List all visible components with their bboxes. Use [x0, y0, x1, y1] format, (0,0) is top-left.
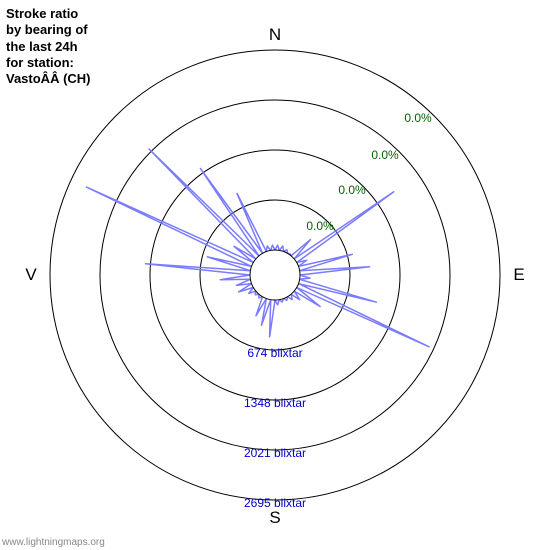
center-circle: [250, 250, 300, 300]
chart-title: Stroke ratio by bearing of the last 24h …: [6, 6, 91, 87]
direction-label: N: [269, 25, 281, 45]
count-label: 1348 blixtar: [244, 396, 306, 410]
count-label: 2021 blixtar: [244, 446, 306, 460]
direction-label: S: [269, 508, 280, 528]
rose-outline: [87, 149, 430, 347]
percent-label: 0.0%: [338, 183, 365, 197]
percent-label: 0.0%: [371, 148, 398, 162]
direction-label: E: [513, 265, 524, 285]
count-label: 674 blixtar: [247, 346, 302, 360]
rose-polygon: [87, 149, 430, 347]
percent-label: 0.0%: [306, 219, 333, 233]
percent-label: 0.0%: [404, 111, 431, 125]
direction-label: V: [25, 265, 36, 285]
count-label: 2695 blixtar: [244, 496, 306, 510]
inner-circle: [250, 250, 300, 300]
credit-text: www.lightningmaps.org: [2, 537, 105, 548]
